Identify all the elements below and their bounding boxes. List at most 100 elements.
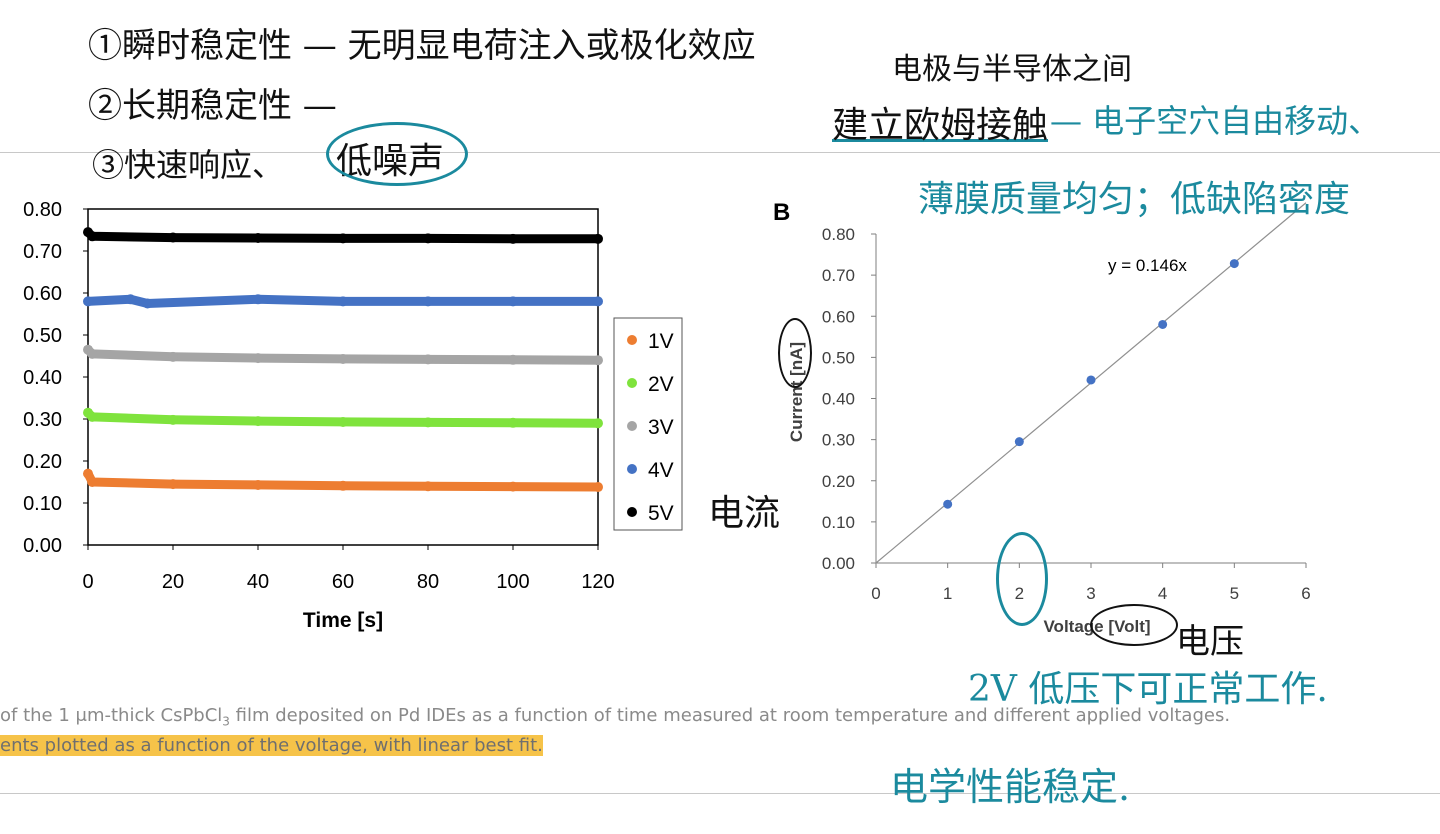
y-tick-label: 0.50	[822, 348, 855, 367]
note-instant-stability: ①瞬时稳定性 — 无明显电荷注入或极化效应	[88, 26, 756, 66]
series-5V-point	[168, 232, 178, 243]
data-point	[1014, 437, 1024, 447]
legend-marker-5V	[627, 507, 637, 517]
y-tick-label: 0.70	[23, 241, 62, 263]
y-tick-label: 0.00	[23, 535, 62, 557]
x-tick-label: 0	[82, 571, 93, 593]
series-1V-point	[87, 477, 98, 487]
series-5V-point	[593, 233, 603, 244]
series-1V-point	[338, 480, 348, 491]
series-5V-point	[508, 233, 518, 244]
x-tick-label: 4	[1158, 584, 1167, 603]
series-2V-point	[423, 417, 433, 428]
caption-highlighted-text: ents plotted as a function of the voltag…	[0, 735, 543, 756]
note-ohmic-contact: 建立欧姆接触	[832, 105, 1049, 146]
series-3V-point	[593, 355, 603, 366]
x-tick-label: 120	[581, 571, 614, 593]
series-3V-point	[508, 354, 518, 365]
series-2V-point	[338, 416, 348, 427]
y-tick-label: 0.30	[23, 409, 62, 431]
series-4V-point	[83, 296, 93, 307]
legend-marker-2V	[627, 378, 637, 388]
note-fast-response: ③快速响应、	[92, 146, 285, 184]
caption-subscript: 3	[222, 714, 230, 729]
legend-box	[613, 317, 683, 531]
current-unit-circle-mark	[778, 318, 812, 388]
x-axis-title: Time [s]	[303, 609, 383, 632]
series-4V-point	[253, 294, 263, 305]
legend-label-3V: 3V	[648, 416, 674, 439]
separator-top	[0, 152, 1440, 153]
y-tick-label: 0.80	[822, 225, 855, 244]
series-2V-point	[87, 411, 98, 422]
series-3V-point	[168, 351, 178, 362]
note-long-term-stability: ②长期稳定性 —	[88, 86, 337, 126]
series-3V-point	[423, 354, 433, 365]
series-4V-point	[423, 296, 433, 307]
x-tick-label: 20	[162, 571, 184, 593]
series-4V-point	[593, 296, 603, 307]
note-free-carriers: — 电子空穴自由移动、	[1050, 102, 1381, 140]
y-tick-label: 0.60	[23, 283, 62, 305]
figure-caption-line-1: of the 1 μm-thick CsPbCl3 film deposited…	[0, 705, 1230, 729]
panel-label: B	[773, 199, 790, 226]
note-film-quality: 薄膜质量均匀；低缺陷密度	[918, 179, 1351, 220]
x-tick-label: 80	[417, 571, 439, 593]
data-point	[1158, 319, 1168, 329]
series-4V-point	[142, 298, 153, 309]
series-1V-point	[508, 481, 518, 492]
plot-area-frame	[87, 208, 599, 546]
note-electrical-stability: 电学性能稳定.	[890, 765, 1131, 809]
legend-label-5V: 5V	[648, 502, 674, 525]
note-current: 电流	[708, 493, 781, 534]
data-point	[1229, 259, 1239, 269]
series-1V-trace	[83, 469, 603, 492]
x-tick-label: 5	[1230, 584, 1239, 603]
series-2V-point	[253, 416, 263, 427]
low-noise-circle-mark	[326, 122, 468, 186]
data-point	[943, 499, 953, 509]
x-tick-label: 60	[332, 571, 354, 593]
note-low-voltage-operation: 2V 低压下可正常工作.	[968, 669, 1328, 710]
legend-label-2V: 2V	[648, 373, 674, 396]
series-4V-point	[508, 296, 518, 307]
y-tick-label: 0.50	[23, 325, 62, 347]
caption-text-1b: film deposited on Pd IDEs as a function …	[229, 705, 1231, 726]
series-3V-trace	[83, 345, 603, 365]
legend-marker-4V	[627, 464, 637, 474]
x-tick-label: 0	[871, 584, 880, 603]
y-tick-label: 0.40	[822, 390, 855, 409]
series-1V-point	[253, 479, 263, 490]
figure-caption-line-2: ents plotted as a function of the voltag…	[0, 735, 543, 756]
legend-marker-1V	[627, 335, 637, 345]
y-tick-label: 0.70	[822, 266, 855, 285]
y-tick-label: 0.10	[23, 493, 62, 515]
series-3V-point	[87, 348, 98, 359]
series-4V-point	[125, 294, 136, 305]
separator-bottom	[0, 793, 1440, 794]
y-tick-label: 0.80	[23, 199, 62, 221]
y-tick-label: 0.20	[23, 451, 62, 473]
series-1V-point	[168, 479, 178, 490]
series-5V-point	[253, 232, 263, 243]
series-2V-point	[508, 417, 518, 428]
note-voltage: 电压	[1176, 622, 1244, 662]
series-4V-point	[338, 296, 348, 307]
y-tick-label: 0.60	[822, 307, 855, 326]
y-tick-label: 0.40	[23, 367, 62, 389]
voltage-2-circle-mark	[996, 532, 1048, 626]
series-5V-point	[423, 233, 433, 244]
x-tick-label: 1	[943, 584, 952, 603]
series-5V-trace	[83, 227, 603, 244]
series-5V-point	[338, 233, 348, 244]
y-tick-label: 0.10	[822, 513, 855, 532]
y-tick-label: 0.20	[822, 472, 855, 491]
x-tick-label: 100	[496, 571, 529, 593]
series-2V-trace	[83, 408, 603, 428]
volt-unit-circle-mark	[1090, 604, 1178, 646]
legend-marker-3V	[627, 421, 637, 431]
x-tick-label: 6	[1301, 584, 1310, 603]
fit-equation-label: y = 0.146x	[1108, 256, 1187, 275]
series-1V-point	[423, 481, 433, 492]
